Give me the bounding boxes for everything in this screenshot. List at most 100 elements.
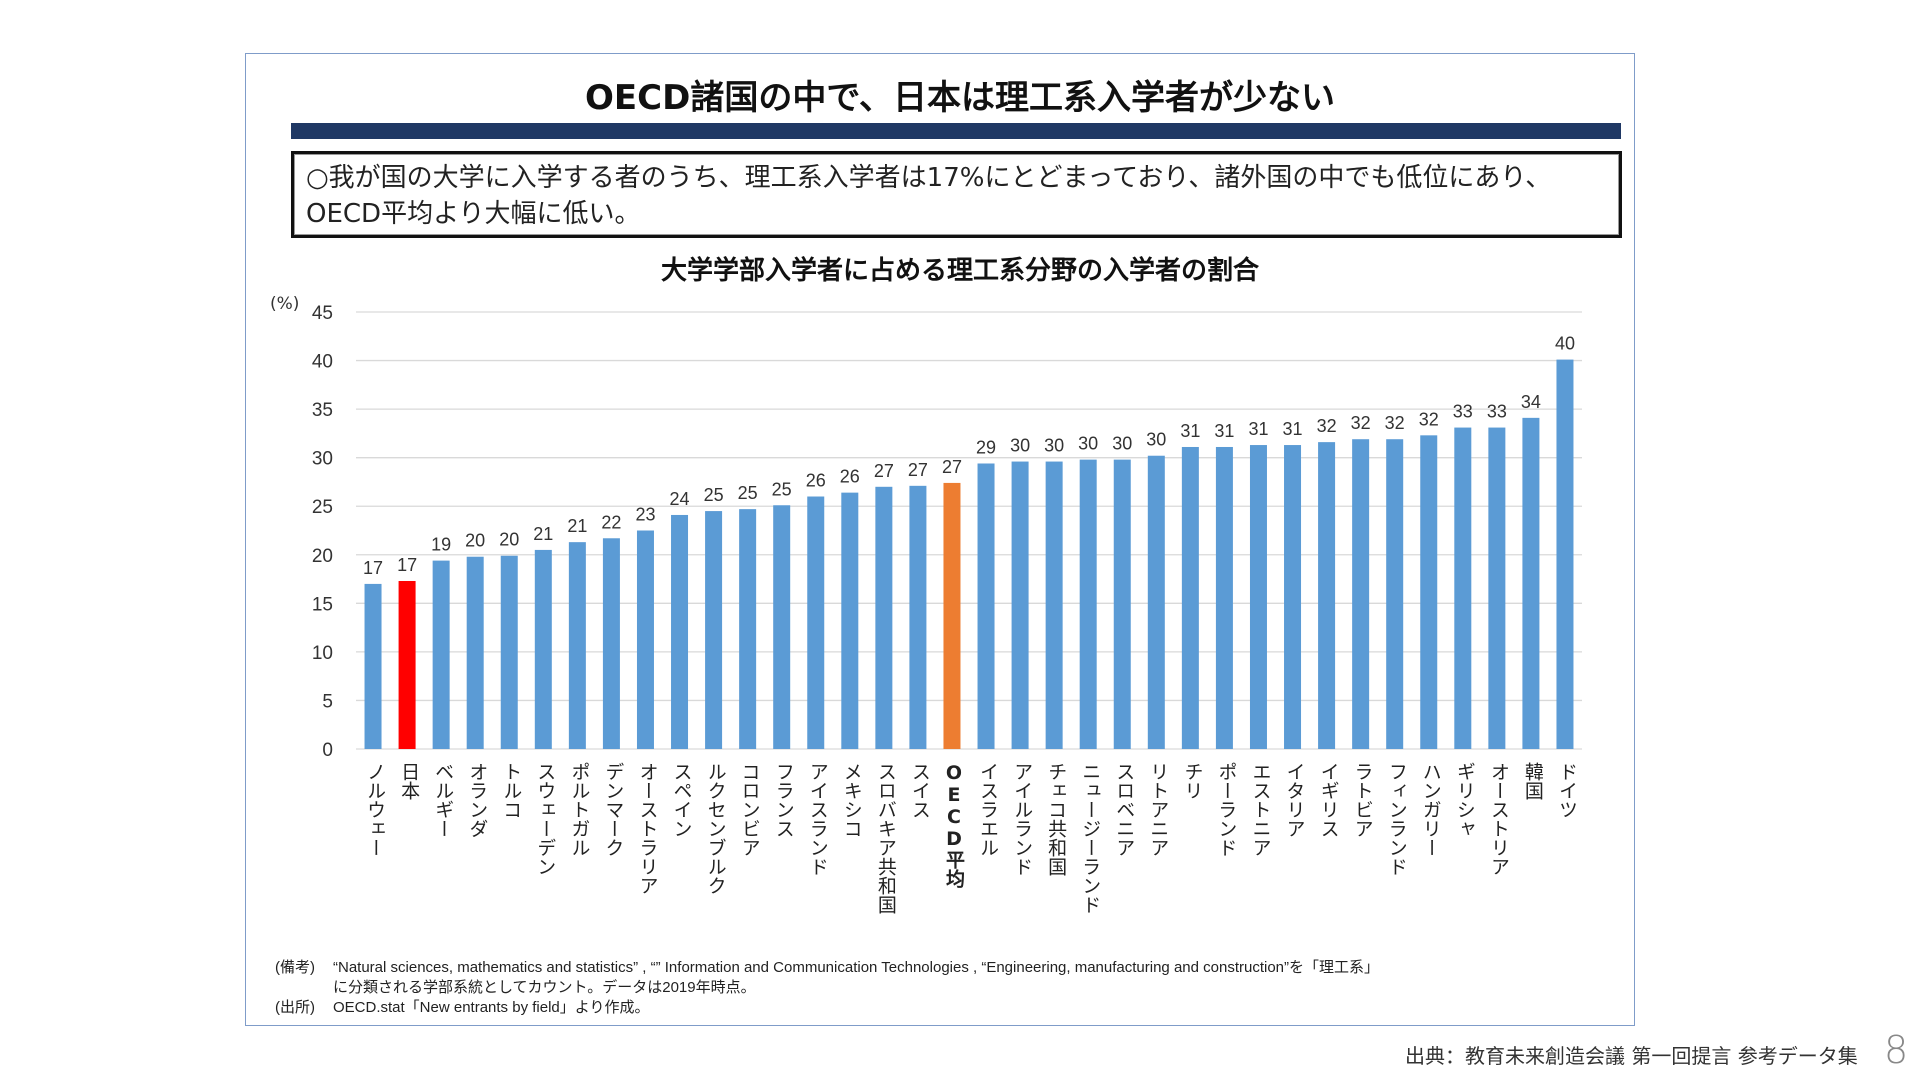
x-tick-label: チェコ共和国 [1045, 762, 1068, 876]
title-underline-bar [291, 123, 1621, 139]
x-tick-label: フィンランド [1385, 762, 1408, 876]
bar-25 [1215, 446, 1233, 749]
bar-4 [500, 555, 518, 749]
x-tick-label: アイスランド [806, 762, 829, 876]
source-tag: (出所) [275, 999, 315, 1016]
x-tick-label: ポルトガル [568, 762, 591, 857]
x-tick-label: イギリス [1317, 762, 1340, 838]
value-label: 31 [1180, 421, 1200, 441]
value-label: 40 [1555, 334, 1575, 354]
y-tick-label: 35 [312, 400, 333, 421]
value-label: 30 [1010, 436, 1030, 456]
bar-29 [1352, 439, 1370, 749]
y-axis-ticks: 0 5 10 15 20 25 30 35 40 45 [312, 303, 333, 761]
x-tick-label: 日本 [398, 762, 421, 800]
value-label: 30 [1078, 434, 1098, 454]
value-label: 23 [635, 505, 655, 525]
bar-17 [943, 482, 961, 749]
bar-16 [909, 485, 927, 749]
bar-0 [364, 583, 382, 749]
y-tick-label: 20 [312, 546, 333, 567]
y-tick-label: 45 [312, 303, 333, 324]
x-tick-label: ベルギー [432, 762, 455, 838]
x-tick-label: スロバキア共和国 [874, 762, 897, 914]
bar-32 [1454, 427, 1472, 749]
value-label: 26 [840, 467, 860, 487]
value-label: 31 [1283, 419, 1303, 439]
value-label: 26 [806, 471, 826, 491]
value-label: 32 [1351, 413, 1371, 433]
value-label: 30 [1146, 430, 1166, 450]
remarks-line-1: (備考) “Natural sciences, mathematics and s… [275, 958, 1379, 978]
remarks-text-2: に分類される学部系統としてカウント。データは2019年時点。 [333, 979, 756, 996]
value-label: 34 [1521, 392, 1541, 412]
y-axis-unit-label: (%) [270, 294, 300, 314]
value-label: 33 [1487, 402, 1507, 422]
bar-11 [739, 509, 757, 749]
value-label: 27 [874, 461, 894, 481]
bar-10 [705, 511, 723, 749]
value-label: 27 [908, 460, 928, 480]
bar-12 [773, 505, 791, 749]
bar-22 [1113, 459, 1131, 749]
x-tick-label: スロベニア [1113, 762, 1136, 857]
source-line: (出所) OECD.stat「New entrants by field」より作成… [275, 998, 1379, 1018]
value-label: 21 [533, 524, 553, 544]
value-label: 30 [1044, 436, 1064, 456]
bar-5 [534, 549, 552, 749]
page-number: 8 [1884, 1028, 1909, 1072]
value-label: 25 [772, 479, 792, 499]
slide-title: OECD諸国の中で、日本は理工系入学者が少ない [585, 78, 1335, 118]
bar-35 [1556, 359, 1574, 749]
bar-31 [1420, 435, 1438, 749]
value-label: 30 [1112, 434, 1132, 454]
bar-18 [977, 463, 995, 749]
value-label: 25 [738, 483, 758, 503]
x-tick-label: デンマーク [602, 762, 625, 857]
bar-27 [1284, 445, 1302, 749]
chart-notes: (備考) “Natural sciences, mathematics and s… [275, 958, 1379, 1018]
value-label: 17 [363, 558, 383, 578]
bar-30 [1386, 439, 1404, 749]
x-tick-label: ノルウェー [364, 762, 387, 857]
x-tick-label: イタリア [1283, 762, 1306, 838]
value-labels: 17 17 19 20 20 21 21 22 23 24 25 25 25 26 26 27 27 27 29 30… [363, 334, 1575, 578]
bar-21 [1079, 459, 1097, 749]
x-tick-label: ドイツ [1555, 762, 1578, 819]
x-tick-label: ラトビア [1351, 762, 1374, 838]
x-tick-label: コロンビア [738, 762, 761, 857]
x-tick-label: ギリシャ [1453, 762, 1476, 838]
x-tick-label: フランス [772, 762, 795, 838]
bar-9 [671, 514, 689, 749]
x-tick-label: オランダ [466, 762, 489, 838]
x-tick-label: 韓国 [1521, 762, 1544, 800]
x-tick-label: メキシコ [840, 762, 863, 838]
value-label: 32 [1317, 416, 1337, 436]
value-label: 25 [704, 485, 724, 505]
value-label: 22 [601, 512, 621, 532]
x-tick-label: リトアニア [1147, 762, 1170, 857]
y-tick-label: 30 [312, 449, 333, 470]
bar-14 [841, 492, 859, 749]
remarks-text-1: “Natural sciences, mathematics and stati… [333, 959, 1380, 976]
bar-6 [568, 542, 586, 749]
x-tick-label: チリ [1181, 762, 1204, 800]
value-label: 19 [431, 535, 451, 555]
bar-28 [1318, 442, 1336, 749]
bar-7 [602, 538, 620, 749]
x-tick-label: トルコ [500, 762, 523, 819]
bars [364, 359, 1574, 749]
x-tick-label: オーストラリア [636, 762, 659, 895]
x-tick-label: スイス [908, 762, 931, 819]
value-label: 17 [397, 555, 417, 575]
x-tick-label: イスラエル [977, 762, 1000, 857]
y-tick-label: 15 [312, 594, 333, 615]
bar-2 [432, 560, 450, 749]
y-tick-label: 5 [322, 691, 333, 712]
bar-13 [807, 496, 825, 749]
value-label: 20 [465, 531, 485, 551]
value-label: 21 [567, 516, 587, 536]
y-tick-label: 40 [312, 352, 333, 373]
x-tick-label: ニュージーランド [1079, 762, 1102, 914]
